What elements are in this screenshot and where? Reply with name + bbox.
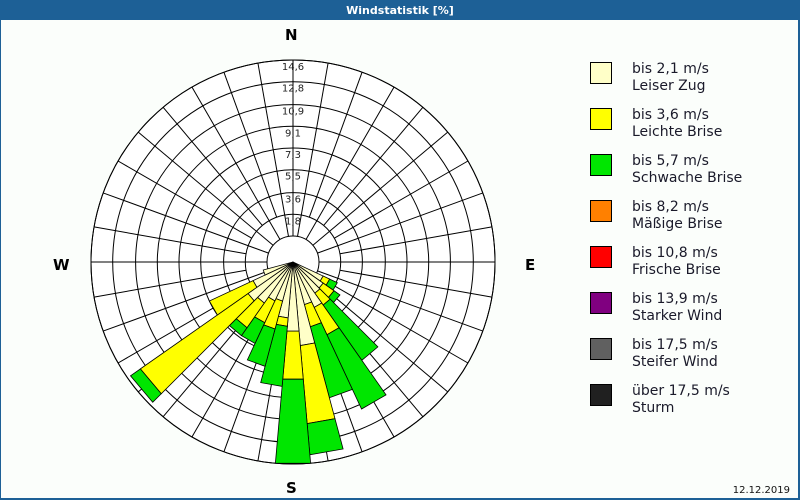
legend-swatch (590, 154, 612, 176)
wind-sector-bar (274, 378, 312, 464)
compass-south-label: S (286, 479, 297, 497)
wind-sector-bar (326, 327, 387, 410)
compass-east-label: E (525, 256, 536, 274)
legend-swatch (590, 200, 612, 222)
legend-label: bis 13,9 m/s Starker Wind (632, 291, 723, 324)
legend-label: bis 5,7 m/s Schwache Brise (632, 153, 743, 186)
legend-swatch (590, 292, 612, 314)
compass-north-label: N (285, 26, 298, 44)
ring-label: 7,3 (285, 150, 301, 161)
legend-label: bis 3,6 m/s Leichte Brise (632, 107, 723, 140)
legend-swatch (590, 62, 612, 84)
wind-sector-bar (262, 261, 294, 276)
ring-label: 3,6 (285, 195, 301, 206)
ring-label: 14,6 (282, 62, 304, 73)
ring-label: 12,8 (282, 84, 304, 95)
legend-swatch (590, 384, 612, 406)
legend-swatch (590, 338, 612, 360)
legend-label: bis 10,8 m/s Frische Brise (632, 245, 721, 278)
wind-sector-bar (208, 280, 258, 316)
legend-swatch (590, 108, 612, 130)
legend-label: über 17,5 m/s Sturm (632, 383, 730, 416)
ring-label: 10,9 (282, 107, 304, 118)
compass-west-label: W (53, 256, 70, 274)
date-stamp: 12.12.2019 (732, 485, 790, 496)
ring-label: 5,5 (285, 172, 301, 183)
wind-sector-bar (129, 368, 162, 403)
wind-sector-bar (246, 324, 276, 367)
legend-label: bis 2,1 m/s Leiser Zug (632, 61, 709, 94)
legend-label: bis 17,5 m/s Steifer Wind (632, 337, 718, 370)
legend-label: bis 8,2 m/s Mäßige Brise (632, 199, 723, 232)
ring-label: 9,1 (285, 128, 301, 139)
legend-swatch (590, 246, 612, 268)
ring-label: 1,8 (285, 216, 301, 227)
window-title: Windstatistik [%] (0, 0, 800, 20)
chart-panel: 1,8 3,6 5,5 7,3 9,1 10,9 12,8 14,6 N E S W bis … (1, 20, 798, 498)
wind-rose-chart: 1,8 3,6 5,5 7,3 9,1 10,9 12,8 14,6 (90, 59, 496, 465)
wind-sector-bar (260, 323, 288, 387)
